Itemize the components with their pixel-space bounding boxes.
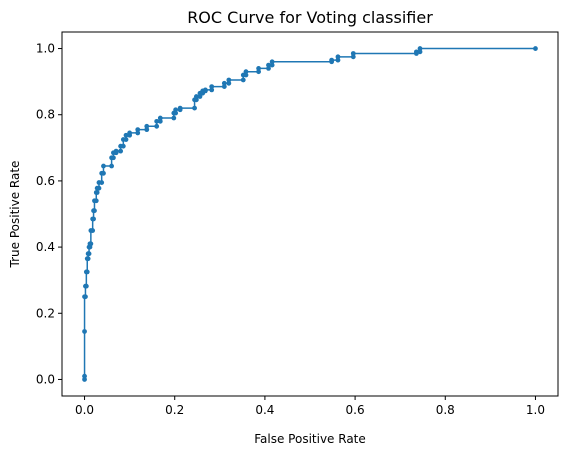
roc-point bbox=[209, 84, 215, 89]
roc-point bbox=[171, 115, 177, 121]
roc-point bbox=[533, 46, 538, 51]
roc-point bbox=[209, 87, 215, 93]
roc-point bbox=[154, 118, 160, 124]
roc-point bbox=[91, 216, 96, 222]
roc-point bbox=[90, 228, 96, 233]
roc-point bbox=[221, 84, 227, 89]
roc-point bbox=[202, 87, 208, 93]
roc-point bbox=[85, 256, 91, 262]
roc-point bbox=[144, 123, 150, 129]
roc-point bbox=[226, 80, 232, 86]
roc-point bbox=[101, 163, 106, 169]
y-tick-label: 0.8 bbox=[36, 108, 55, 122]
x-tick-label: 0.8 bbox=[436, 403, 455, 417]
y-tick-label: 0.4 bbox=[36, 240, 55, 254]
roc-point bbox=[135, 127, 141, 133]
roc-point bbox=[113, 148, 119, 154]
roc-point bbox=[350, 54, 356, 60]
roc-point bbox=[157, 118, 163, 124]
roc-point bbox=[86, 251, 92, 257]
roc-point bbox=[243, 72, 249, 78]
roc-point bbox=[101, 170, 106, 176]
roc-point bbox=[157, 115, 163, 121]
roc-point bbox=[120, 143, 126, 149]
roc-point bbox=[197, 94, 203, 99]
roc-point bbox=[414, 49, 419, 55]
roc-point bbox=[82, 373, 87, 379]
roc-point bbox=[96, 185, 102, 191]
roc-point bbox=[256, 66, 261, 71]
roc-point bbox=[192, 105, 197, 111]
roc-point bbox=[177, 105, 183, 111]
roc-point bbox=[417, 49, 423, 55]
roc-point bbox=[417, 46, 423, 51]
roc-point bbox=[94, 190, 100, 195]
roc-point bbox=[123, 132, 129, 138]
y-tick-label: 0.6 bbox=[36, 174, 55, 188]
roc-point bbox=[154, 123, 160, 129]
roc-point bbox=[350, 51, 356, 56]
roc-point bbox=[127, 130, 133, 136]
roc-point bbox=[135, 130, 141, 136]
roc-point bbox=[84, 269, 90, 275]
y-tick-label: 0.0 bbox=[36, 372, 55, 386]
roc-point bbox=[256, 69, 261, 75]
roc-point bbox=[335, 54, 341, 60]
roc-point bbox=[99, 180, 105, 185]
roc-point bbox=[93, 198, 99, 204]
roc-point bbox=[88, 241, 94, 247]
roc-point bbox=[109, 163, 114, 169]
x-tick-label: 0.4 bbox=[255, 403, 274, 417]
y-axis-label: True Positive Rate bbox=[8, 161, 22, 269]
roc-point bbox=[329, 57, 335, 63]
y-axis: 0.0 0.2 0.4 0.6 0.8 1.0 bbox=[36, 42, 62, 386]
chart-title: ROC Curve for Voting classifier bbox=[187, 8, 433, 27]
roc-point bbox=[266, 62, 271, 68]
roc-point bbox=[83, 283, 89, 289]
roc-point bbox=[269, 62, 275, 68]
roc-point bbox=[144, 127, 150, 133]
x-tick-label: 0.6 bbox=[346, 403, 365, 417]
x-tick-label: 0.0 bbox=[75, 403, 94, 417]
roc-point bbox=[118, 148, 124, 154]
roc-point bbox=[335, 57, 341, 63]
roc-point bbox=[82, 377, 87, 382]
roc-point bbox=[111, 155, 116, 161]
x-axis: 0.0 0.2 0.4 0.6 0.8 1.0 bbox=[75, 396, 545, 417]
roc-point bbox=[123, 137, 129, 142]
roc-point bbox=[82, 329, 87, 334]
y-tick-label: 1.0 bbox=[36, 42, 55, 56]
roc-point bbox=[240, 77, 246, 83]
roc-point bbox=[226, 77, 232, 83]
roc-point bbox=[266, 66, 271, 71]
roc-point bbox=[173, 107, 179, 113]
roc-point bbox=[92, 208, 97, 214]
roc-point bbox=[193, 97, 199, 103]
roc-point bbox=[221, 80, 227, 86]
roc-point bbox=[243, 69, 249, 75]
x-axis-label: False Positive Rate bbox=[254, 432, 366, 446]
x-tick-label: 1.0 bbox=[526, 403, 545, 417]
roc-point bbox=[193, 94, 199, 99]
roc-point bbox=[83, 294, 88, 300]
x-tick-label: 0.2 bbox=[165, 403, 184, 417]
plot-frame bbox=[61, 31, 559, 397]
roc-curve-line bbox=[83, 47, 536, 380]
y-tick-label: 0.2 bbox=[36, 306, 55, 320]
plot-area bbox=[82, 46, 538, 382]
roc-point bbox=[173, 110, 179, 116]
roc-point bbox=[269, 59, 275, 65]
